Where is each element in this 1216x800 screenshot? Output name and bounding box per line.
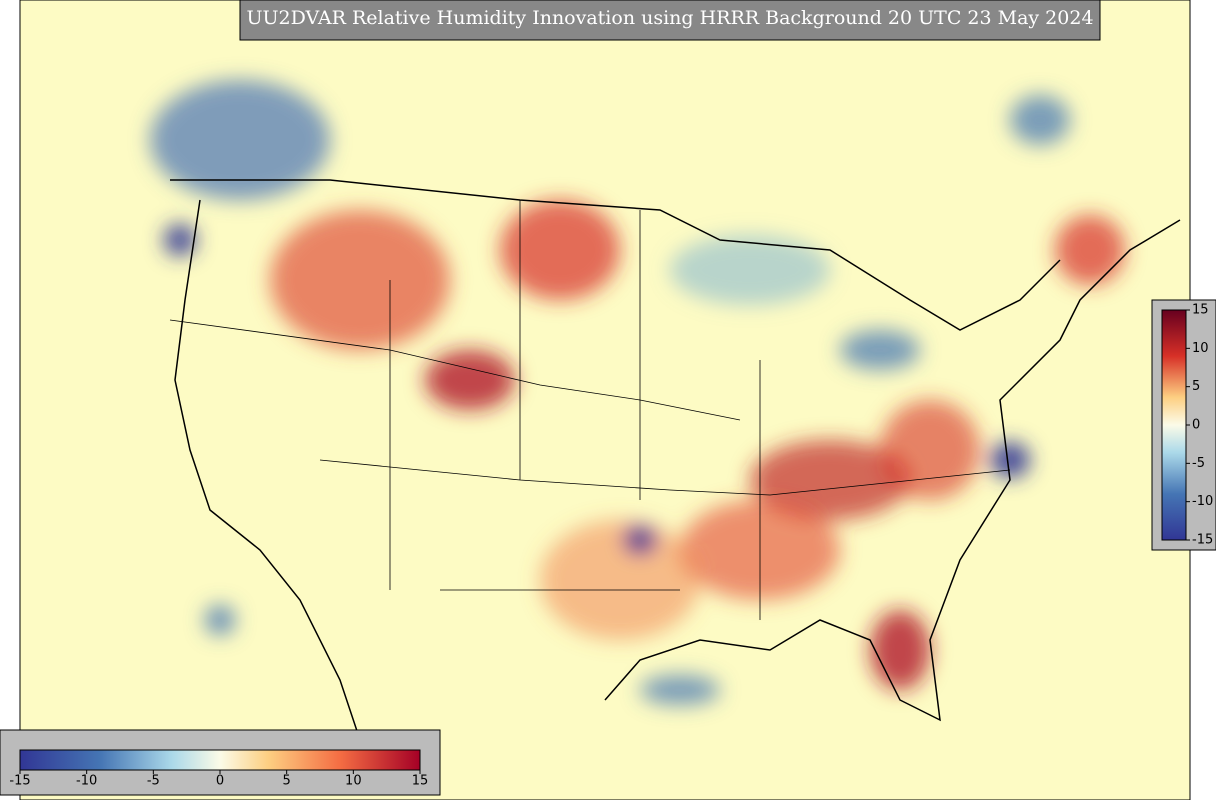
tick-label: -5 bbox=[1192, 456, 1205, 471]
tick-label: 0 bbox=[1192, 418, 1200, 433]
tick-label: 0 bbox=[216, 774, 224, 789]
tick-label: 5 bbox=[283, 774, 291, 789]
title: UU2DVAR Relative Humidity Innovation usi… bbox=[246, 7, 1093, 29]
coastlines bbox=[170, 179, 1181, 741]
tick-label: 10 bbox=[345, 774, 362, 789]
state-borders bbox=[169, 200, 1011, 620]
tick-label: -5 bbox=[147, 774, 160, 789]
title-box bbox=[239, 0, 1101, 41]
tick-label: -10 bbox=[1192, 494, 1213, 509]
tick-label: -15 bbox=[9, 774, 30, 789]
tick-label: 15 bbox=[412, 774, 429, 789]
tick-label: 10 bbox=[1192, 341, 1209, 356]
colorbar bbox=[1161, 309, 1187, 541]
tick-label: 15 bbox=[1192, 303, 1209, 318]
tick-label: -10 bbox=[76, 774, 97, 789]
tick-label: 5 bbox=[1192, 379, 1200, 394]
tick-label: -15 bbox=[1192, 533, 1213, 548]
colorbar bbox=[19, 749, 421, 771]
